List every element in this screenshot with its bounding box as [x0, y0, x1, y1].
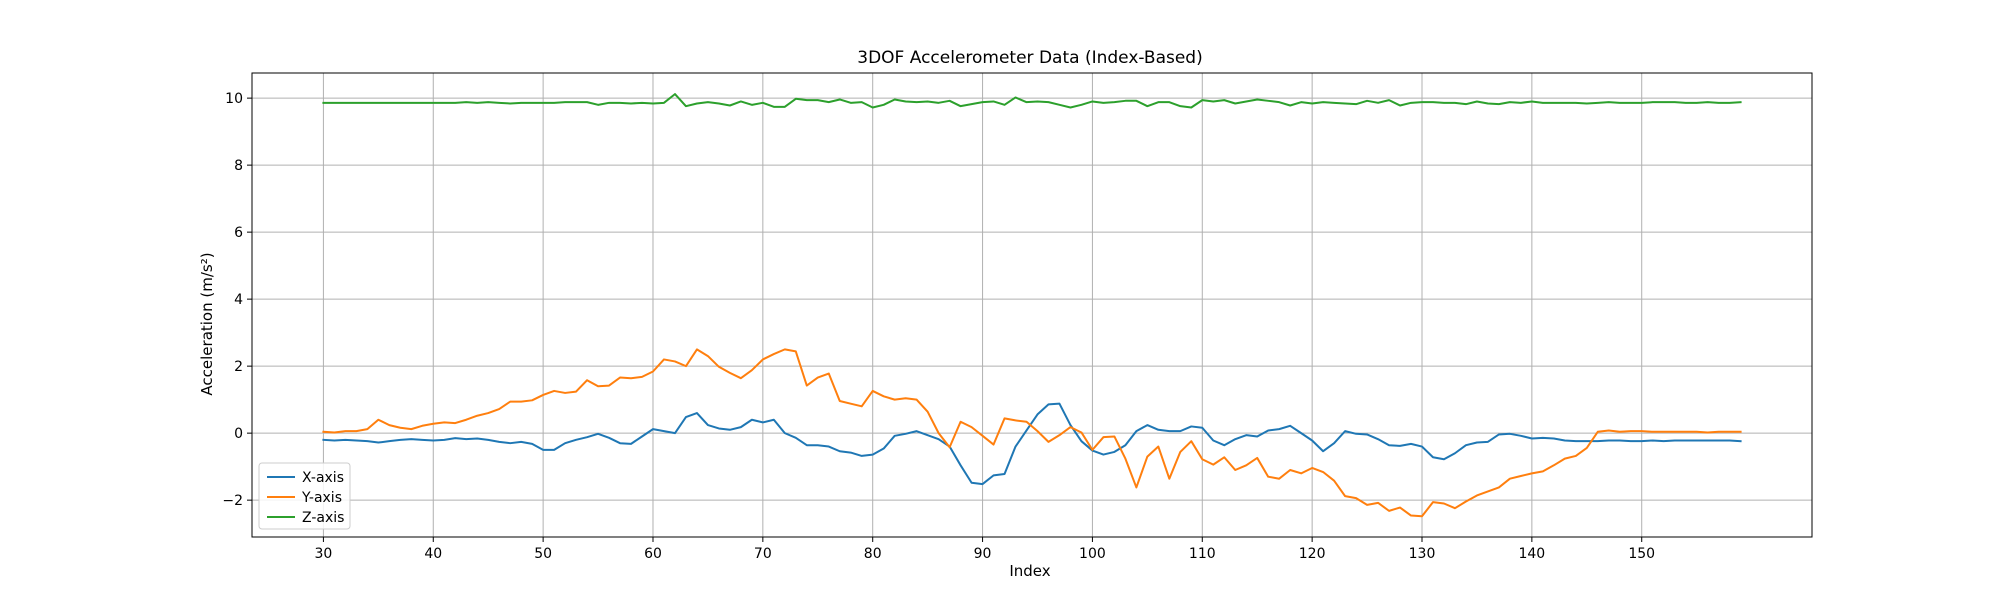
y-tick-label: 6 — [234, 225, 243, 241]
x-tick-label: 70 — [754, 546, 772, 562]
legend: X-axis Y-axis Z-axis — [258, 462, 351, 530]
legend-entry: Z-axis — [302, 510, 344, 526]
x-tick-label: 90 — [974, 546, 992, 562]
x-tick-label: 150 — [1628, 546, 1655, 562]
x-tick-label: 130 — [1409, 546, 1436, 562]
x-tick-label: 110 — [1189, 546, 1216, 562]
x-axis-label: Index — [1009, 562, 1050, 580]
x-axis-line — [322, 402, 1742, 486]
legend-entry: Y-axis — [301, 490, 342, 506]
y-tick-label: 0 — [234, 426, 243, 442]
y-axis-ticks: −2 0 2 4 6 8 10 — [222, 91, 252, 509]
x-axis-ticks: 30 40 50 60 70 80 90 100 110 120 130 140 150 — [314, 537, 1655, 562]
y-tick-label: 8 — [234, 158, 243, 174]
legend-entry: X-axis — [302, 470, 344, 486]
y-tick-label: 4 — [234, 292, 243, 308]
x-tick-label: 50 — [534, 546, 552, 562]
y-axis-line — [322, 348, 1742, 518]
x-tick-label: 60 — [644, 546, 662, 562]
x-tick-label: 80 — [864, 546, 882, 562]
x-tick-label: 140 — [1518, 546, 1545, 562]
x-tick-label: 100 — [1079, 546, 1106, 562]
series-layer — [322, 93, 1742, 518]
y-tick-label: −2 — [222, 493, 243, 509]
legend-box — [258, 462, 351, 530]
grid-lines — [252, 73, 1812, 537]
y-axis-label: Acceleration (m/s²) — [198, 252, 216, 395]
x-tick-label: 30 — [314, 546, 332, 562]
plot-frame — [251, 72, 1813, 538]
z-axis-line — [322, 93, 1742, 109]
x-tick-label: 120 — [1299, 546, 1326, 562]
y-tick-label: 2 — [234, 359, 243, 375]
x-tick-label: 40 — [424, 546, 442, 562]
chart-title: 3DOF Accelerometer Data (Index-Based) — [857, 48, 1202, 68]
y-tick-label: 10 — [225, 91, 243, 107]
